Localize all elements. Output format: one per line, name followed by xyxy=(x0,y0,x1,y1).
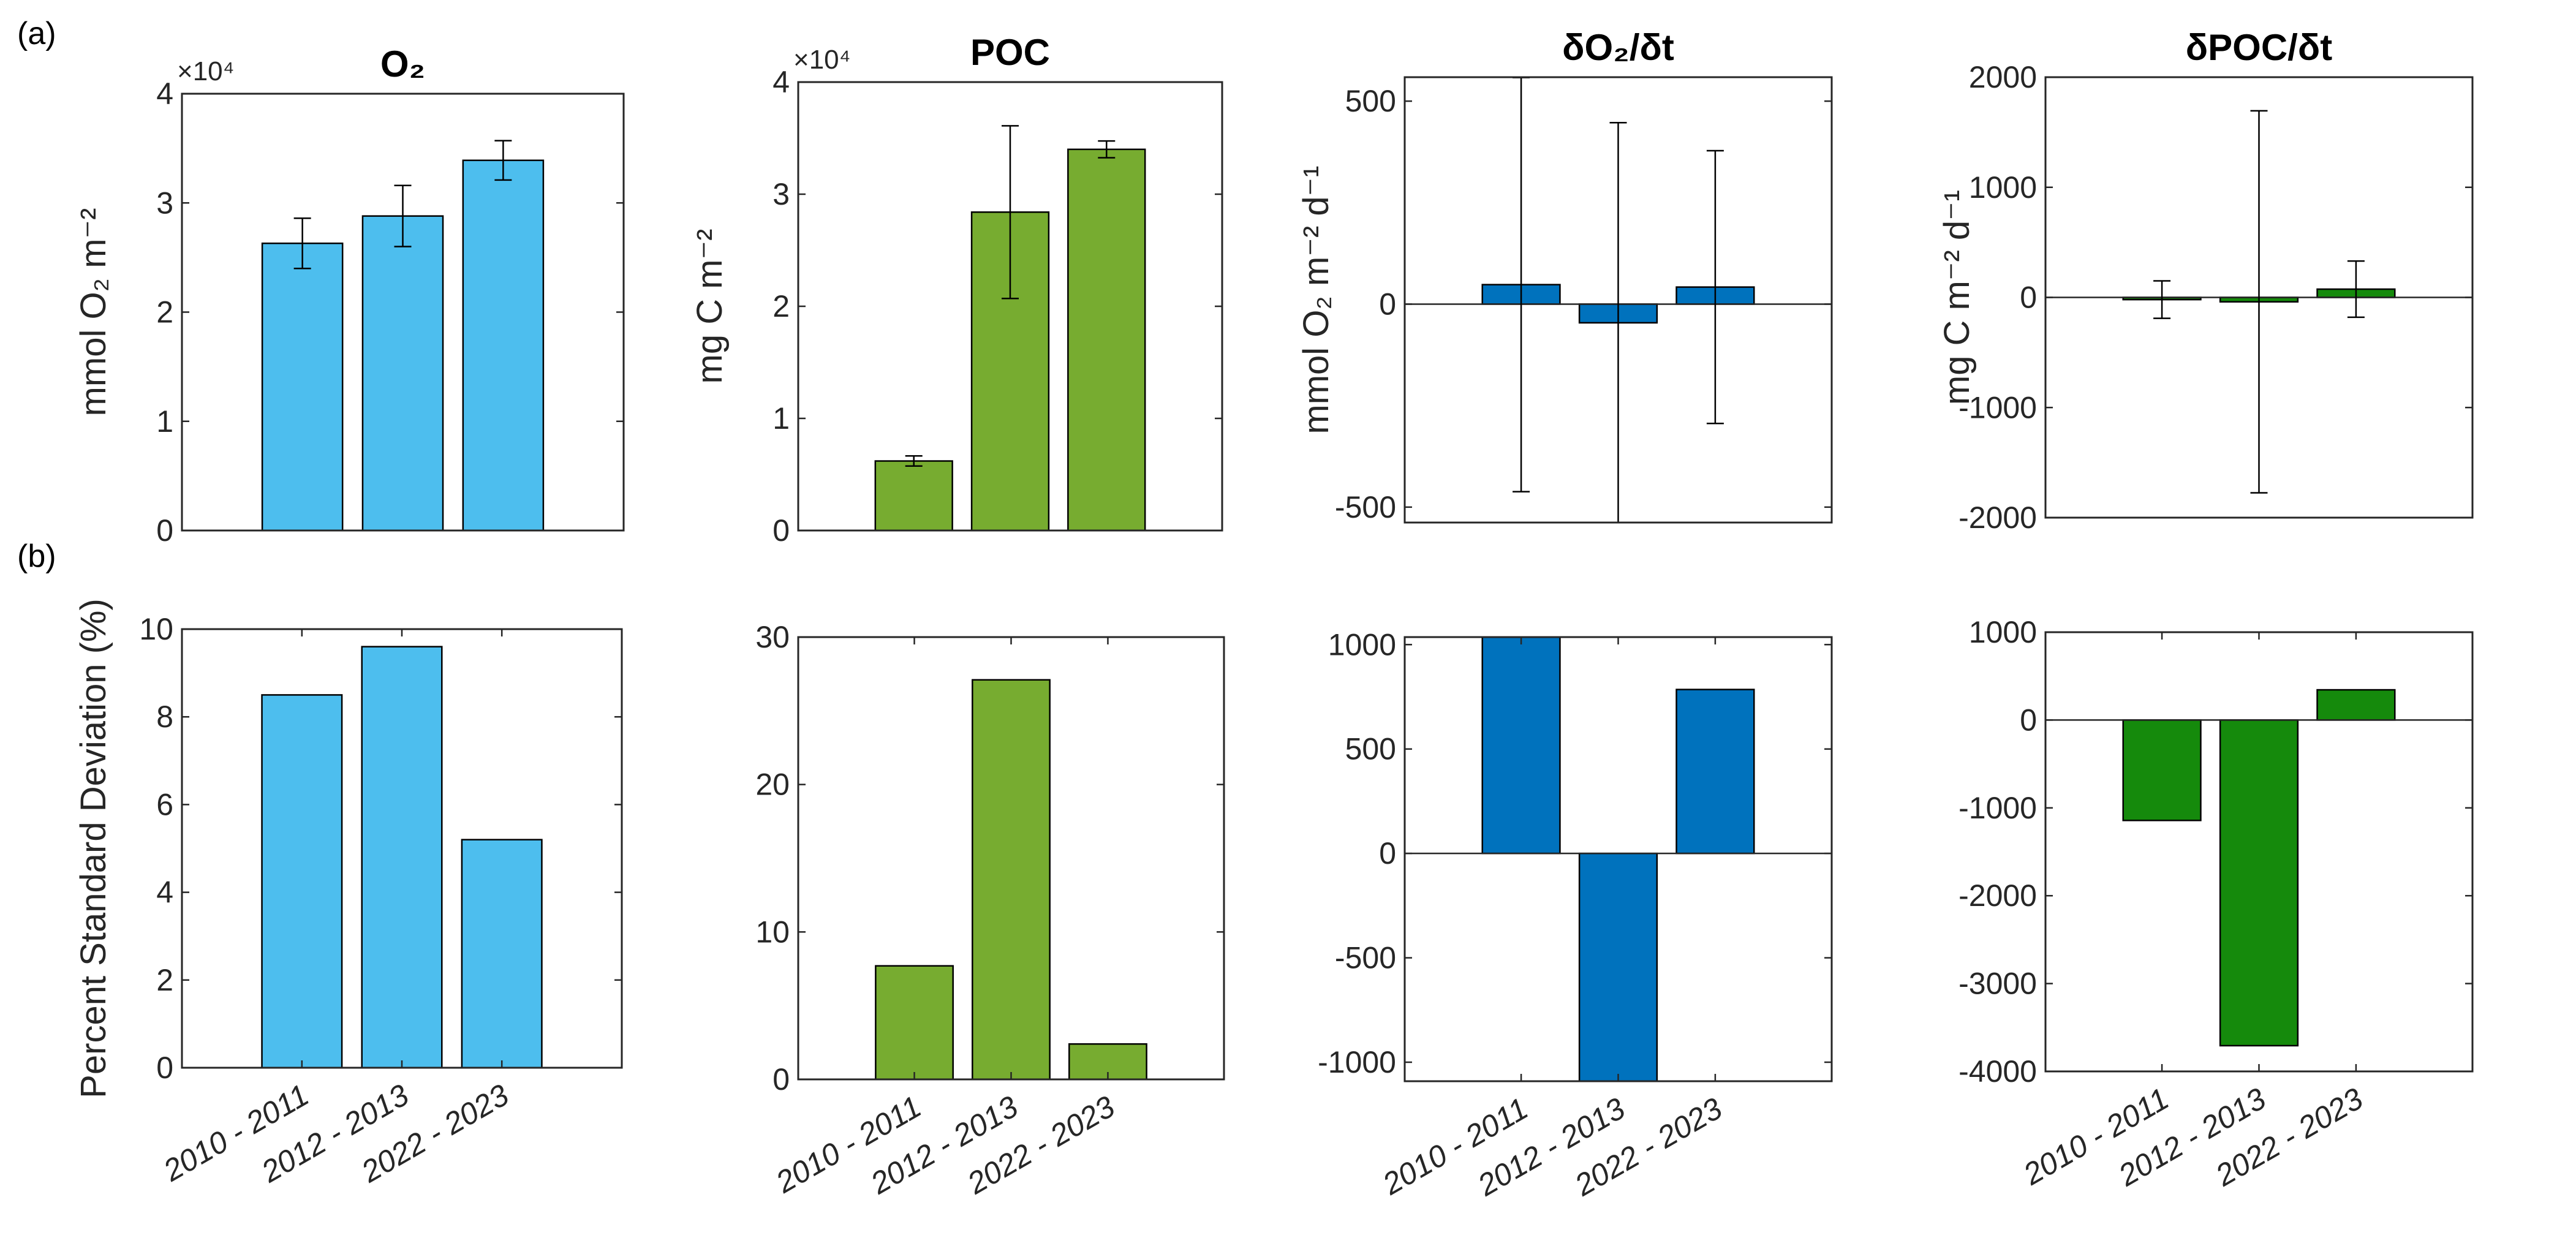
bar-3 xyxy=(461,839,543,1069)
ytick-label: -500 xyxy=(1335,941,1396,975)
ytick-label: 1000 xyxy=(1969,615,2037,649)
ytick-label: 2 xyxy=(156,295,173,330)
y-axis-label: mmol O₂ m⁻² d⁻¹ xyxy=(1296,165,1336,434)
axis-exponent-label: ×10⁴ xyxy=(177,56,235,86)
ytick-label: 2 xyxy=(156,963,173,997)
error-bar-1 xyxy=(2153,280,2171,319)
ytick-label: 0 xyxy=(156,1051,173,1085)
bar-2 xyxy=(361,215,444,532)
bar-1 xyxy=(874,460,953,532)
y-axis-label: mmol O₂ m⁻² xyxy=(74,208,113,417)
error-bar-3 xyxy=(494,140,512,181)
chart-panel-a4: -2000 -1000 0 1000 2000 δPOC/δt mg C m⁻² d⁻¹ xyxy=(1937,27,2474,535)
ytick-label: 2 xyxy=(772,289,790,323)
bar-2 xyxy=(972,679,1051,1081)
chart-title: δPOC/δt xyxy=(2186,27,2332,68)
ytick-label: 4 xyxy=(156,77,173,111)
ytick-label: 3 xyxy=(772,177,790,211)
ytick-label: 10 xyxy=(755,915,790,949)
bar-3 xyxy=(2316,689,2396,721)
y-axis-label: Percent Standard Deviation (%) xyxy=(74,598,113,1098)
chart-title: δO₂/δt xyxy=(1562,27,1674,68)
ytick-label: -1000 xyxy=(1958,791,2037,825)
bar-2 xyxy=(1578,852,1658,1082)
ytick-label: 0 xyxy=(2020,703,2037,737)
bar-1 xyxy=(2122,719,2202,821)
ytick-label: 2000 xyxy=(1969,60,2037,94)
ytick-label: 0 xyxy=(156,513,173,548)
ytick-label: -2000 xyxy=(1958,500,2037,535)
bar-2 xyxy=(2219,719,2299,1047)
error-bar-2 xyxy=(394,184,412,247)
error-bar-1 xyxy=(905,455,923,467)
chart-title: O₂ xyxy=(380,43,425,85)
bar-2 xyxy=(361,646,443,1069)
bar-1 xyxy=(875,965,954,1081)
ytick-label: 3 xyxy=(156,186,173,220)
ytick-label: 4 xyxy=(156,875,173,910)
error-bar-2 xyxy=(2250,110,2268,494)
ytick-label: -500 xyxy=(1335,490,1396,524)
ytick-label: 30 xyxy=(755,620,790,654)
ytick-label: 20 xyxy=(755,768,790,802)
bar-3 xyxy=(1067,148,1146,532)
error-bar-1 xyxy=(293,217,311,270)
ytick-label: -2000 xyxy=(1958,878,2037,913)
panel-label-b: (b) xyxy=(17,538,56,574)
ytick-label: 1 xyxy=(772,401,790,436)
error-bar-3 xyxy=(1706,149,1724,425)
ytick-label: 1000 xyxy=(1969,170,2037,205)
bar-1 xyxy=(261,242,344,532)
ytick-label: -1000 xyxy=(1958,390,2037,425)
bar-1 xyxy=(261,694,343,1069)
ytick-label: 0 xyxy=(2020,281,2037,315)
ytick-label: 0 xyxy=(1379,836,1396,870)
ytick-label: 500 xyxy=(1345,84,1396,118)
error-bar-3 xyxy=(2347,260,2365,319)
ytick-label: 8 xyxy=(156,700,173,734)
chart-panel-a2: 0 1 2 3 4 POC ×10⁴ mg C m⁻² xyxy=(690,32,1223,548)
chart-title: POC xyxy=(970,32,1050,73)
ytick-label: 0 xyxy=(1379,287,1396,321)
ytick-label: 0 xyxy=(772,513,790,548)
ytick-label: 1000 xyxy=(1328,627,1396,662)
ytick-label: -3000 xyxy=(1958,967,2037,1001)
ytick-label: 4 xyxy=(772,65,790,99)
chart-panel-a3: -500 0 500 δO₂/δt mmol O₂ m⁻² d⁻¹ xyxy=(1296,27,1833,524)
bar-1 xyxy=(1481,636,1561,855)
ytick-label: 10 xyxy=(139,612,173,646)
bar-3 xyxy=(1675,689,1755,855)
ytick-label: -1000 xyxy=(1318,1045,1396,1079)
ytick-label: 1 xyxy=(156,404,173,439)
chart-panel-a1: 0 1 2 3 4 O₂ ×10⁴ mmol O₂ m⁻² xyxy=(74,43,625,548)
error-bar-2 xyxy=(1609,121,1627,523)
error-bar-2 xyxy=(1002,125,1019,300)
ytick-label: 6 xyxy=(156,787,173,821)
axes-box xyxy=(1403,76,1833,524)
panel-label-a: (a) xyxy=(17,16,56,51)
axis-exponent-label: ×10⁴ xyxy=(793,45,851,75)
error-bar-3 xyxy=(1098,140,1116,159)
ytick-label: 500 xyxy=(1345,732,1396,766)
bar-3 xyxy=(462,159,545,532)
ytick-label: 0 xyxy=(772,1062,790,1097)
ytick-label: -4000 xyxy=(1958,1054,2037,1089)
y-axis-label: mg C m⁻² d⁻¹ xyxy=(1937,190,1977,405)
y-axis-label: mg C m⁻² xyxy=(690,229,730,384)
